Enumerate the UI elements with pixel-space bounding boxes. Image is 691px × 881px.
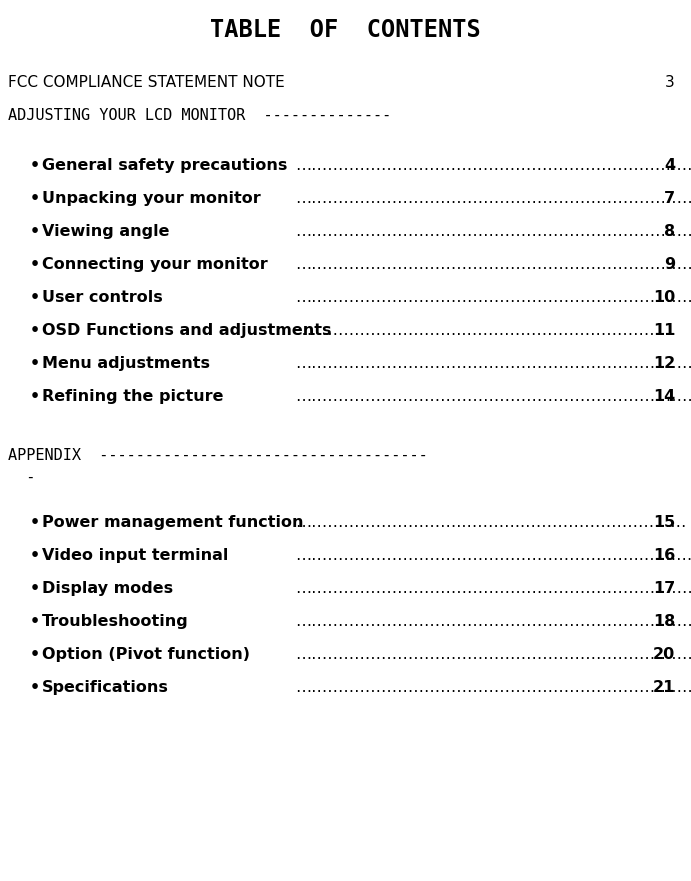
Text: 20: 20 — [653, 647, 675, 662]
Text: ………………………………………………………………………………: ……………………………………………………………………………… — [295, 191, 691, 206]
Text: 21: 21 — [653, 680, 675, 695]
Text: OSD Functions and adjustments: OSD Functions and adjustments — [42, 323, 332, 338]
Text: Refining the picture: Refining the picture — [42, 389, 223, 404]
Text: •: • — [30, 191, 40, 206]
Text: …………………………………………………………………………………………………………………: …………………………………………………………………………………………………………… — [295, 290, 691, 305]
Text: ………………………………………………………………………………: ……………………………………………………………………………… — [295, 257, 691, 272]
Text: •: • — [30, 515, 40, 530]
Text: 15: 15 — [653, 515, 675, 530]
Text: …………………………………………………………………………………………………: ………………………………………………………………………………………………… — [295, 581, 691, 596]
Text: User controls: User controls — [42, 290, 163, 305]
Text: Viewing angle: Viewing angle — [42, 224, 169, 239]
Text: APPENDIX  ------------------------------------: APPENDIX -------------------------------… — [8, 448, 428, 463]
Text: TABLE  OF  CONTENTS: TABLE OF CONTENTS — [209, 18, 480, 42]
Text: Menu adjustments: Menu adjustments — [42, 356, 210, 371]
Text: 7: 7 — [664, 191, 675, 206]
Text: 4: 4 — [664, 158, 675, 173]
Text: Option (Pivot function): Option (Pivot function) — [42, 647, 250, 662]
Text: -: - — [8, 470, 35, 485]
Text: …………………………………………………………………………………………………………………: …………………………………………………………………………………………………………… — [295, 224, 691, 239]
Text: …………………………………………………………………………………………………………………: …………………………………………………………………………………………………………… — [295, 680, 691, 695]
Text: Connecting your monitor: Connecting your monitor — [42, 257, 267, 272]
Text: 10: 10 — [653, 290, 675, 305]
Text: …………………………………………………………………………………………: ………………………………………………………………………………………… — [295, 647, 691, 662]
Text: 17: 17 — [653, 581, 675, 596]
Text: •: • — [30, 647, 40, 662]
Text: ADJUSTING YOUR LCD MONITOR  --------------: ADJUSTING YOUR LCD MONITOR -------------… — [8, 108, 391, 123]
Text: …………………………..………..…………………………: …………………………..………..………………………… — [295, 515, 686, 530]
Text: •: • — [30, 680, 40, 695]
Text: Video input terminal: Video input terminal — [42, 548, 228, 563]
Text: •: • — [30, 290, 40, 305]
Text: •: • — [30, 158, 40, 173]
Text: •: • — [30, 257, 40, 272]
Text: …………………………………………………………………………………………: ………………………………………………………………………………………… — [295, 356, 691, 371]
Text: •: • — [30, 323, 40, 338]
Text: FCC COMPLIANCE STATEMENT NOTE: FCC COMPLIANCE STATEMENT NOTE — [8, 75, 285, 90]
Text: 18: 18 — [653, 614, 675, 629]
Text: 12: 12 — [653, 356, 675, 371]
Text: …………………………………………………………………………………………………………………: …………………………………………………………………………………………………………… — [295, 614, 691, 629]
Text: General safety precautions: General safety precautions — [42, 158, 287, 173]
Text: ………………….…………………………………………………: ………………….………………………………………………… — [295, 158, 691, 173]
Text: ………………………………………………………..………..…: ………………………………………………………..………..… — [295, 548, 691, 563]
Text: Specifications: Specifications — [42, 680, 169, 695]
Text: •: • — [30, 614, 40, 629]
Text: •: • — [30, 356, 40, 371]
Text: Power management function: Power management function — [42, 515, 303, 530]
Text: •: • — [30, 581, 40, 596]
Text: 11: 11 — [653, 323, 675, 338]
Text: Troubleshooting: Troubleshooting — [42, 614, 189, 629]
Text: •: • — [30, 389, 40, 404]
Text: …………………………..…………………………………: …………………………..………………………………… — [295, 323, 676, 338]
Text: 8: 8 — [664, 224, 675, 239]
Text: Display modes: Display modes — [42, 581, 173, 596]
Text: 16: 16 — [653, 548, 675, 563]
Text: Unpacking your monitor: Unpacking your monitor — [42, 191, 261, 206]
Text: 9: 9 — [664, 257, 675, 272]
Text: •: • — [30, 224, 40, 239]
Text: •: • — [30, 548, 40, 563]
Text: …………………………………………………………………………………………: ………………………………………………………………………………………… — [295, 389, 691, 404]
Text: 14: 14 — [653, 389, 675, 404]
Text: 3: 3 — [665, 75, 675, 90]
